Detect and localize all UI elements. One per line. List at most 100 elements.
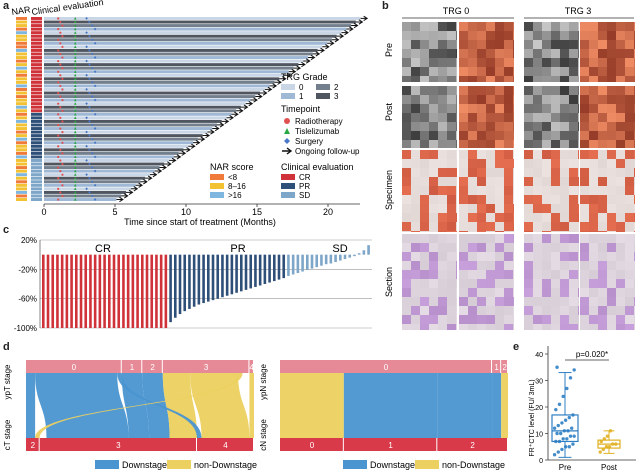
image-pixel	[438, 113, 447, 122]
sankey-top-node	[492, 360, 501, 373]
image-pixel	[616, 67, 625, 76]
image-pixel	[495, 131, 504, 140]
radiotherapy-marker	[59, 116, 62, 119]
follow-up-arrow	[336, 33, 345, 39]
image-pixel	[456, 195, 457, 204]
image-pixel	[513, 252, 514, 261]
downstage-label-right: Downstage	[370, 460, 415, 470]
clinical-cell	[31, 151, 42, 155]
image-pixel	[551, 31, 560, 40]
image-pixel	[580, 213, 589, 222]
radiotherapy-marker	[59, 95, 62, 98]
image-pixel	[616, 177, 625, 186]
image-pixel	[533, 288, 542, 297]
box-point	[572, 434, 576, 438]
nar-cell	[16, 119, 27, 123]
image-pixel	[411, 279, 420, 288]
image-pixel	[468, 31, 477, 40]
sankey-t-stage: 0 1 2 3 42 3 4	[26, 360, 254, 451]
tislelizumab-marker	[73, 144, 77, 148]
image-pixel	[533, 140, 542, 148]
image-pixel	[589, 231, 598, 232]
image-pixel	[607, 168, 616, 177]
non-downstage-label-right: non-Downstage	[442, 460, 505, 470]
image-pixel	[616, 252, 625, 261]
timepoint-legend-title: Timepoint	[281, 104, 321, 114]
clinical-cell	[31, 127, 42, 130]
image-pixel	[402, 76, 411, 82]
non-downstage-swatch-left	[167, 460, 191, 469]
tislelizumab-marker	[73, 141, 77, 144]
image-pixel	[486, 186, 495, 195]
image-pixel	[533, 324, 542, 330]
image-pixel	[420, 195, 429, 204]
image-pixel	[551, 213, 560, 222]
image-pixel	[578, 213, 579, 222]
image-pixel	[634, 31, 635, 40]
image-pixel	[477, 306, 486, 315]
surgery-marker	[88, 148, 91, 152]
image-pixel	[456, 261, 457, 270]
box-point	[568, 376, 573, 380]
swim-bar	[44, 84, 270, 88]
nar-cell	[16, 190, 27, 194]
image-pixel	[533, 315, 542, 324]
image-pixel	[598, 222, 607, 231]
image-pixel	[560, 279, 569, 288]
radiotherapy-marker	[57, 155, 60, 159]
image-pixel	[542, 76, 551, 82]
waterfall-bar	[122, 254, 125, 328]
image-pixel	[459, 297, 468, 306]
follow-up-arrow	[317, 47, 325, 53]
image-pixel	[411, 113, 420, 122]
waterfall-bar	[254, 254, 257, 287]
image-pixel	[447, 159, 456, 168]
image-pixel	[580, 288, 589, 297]
surgery-marker	[90, 66, 94, 70]
clinical-cell	[31, 112, 42, 116]
image-pixel	[420, 297, 429, 306]
box-y-label: FR⁺CTC level (FU/ 3mL)	[528, 379, 536, 456]
sankey-bottom-node-label: 2	[470, 441, 475, 450]
radiotherapy-marker	[59, 127, 62, 130]
image-pixel	[542, 104, 551, 113]
sankey-top-node-label: 0	[384, 363, 389, 372]
swimmer-plot: NAR Clinical evaluation 0 5 10 15 20 Time si…	[11, 0, 369, 227]
image-pixel	[625, 252, 634, 261]
image-pixel	[468, 67, 477, 76]
waterfall-bar	[169, 254, 172, 323]
image-pixel	[533, 231, 542, 232]
clinical-cell	[31, 194, 42, 198]
image-pixel	[578, 40, 579, 49]
image-pixel	[551, 288, 560, 297]
image-pixel	[560, 204, 569, 213]
sd-label: SD	[299, 191, 310, 200]
follow-up-arrow	[183, 147, 191, 153]
image-pixel	[447, 306, 456, 315]
tislelizumab-marker	[73, 123, 77, 127]
tislelizumab-marker	[73, 105, 77, 109]
image-pixel	[625, 204, 634, 213]
image-pixel	[598, 86, 607, 95]
swim-bar	[44, 137, 198, 141]
trg2-swatch	[316, 84, 330, 90]
image-pixel	[598, 243, 607, 252]
clinical-cell	[31, 166, 42, 170]
tislelizumab-marker	[73, 102, 77, 105]
image-pixel	[524, 261, 533, 270]
clinical-cell	[31, 52, 42, 56]
image-pixel	[625, 22, 634, 31]
image-pixel	[438, 213, 447, 222]
box-point	[559, 431, 563, 436]
image-pixel	[625, 31, 634, 40]
image-pixel	[495, 40, 504, 49]
image-pixel	[589, 270, 598, 279]
image-pixel	[438, 222, 447, 231]
image-pixel	[459, 195, 468, 204]
image-pixel	[578, 22, 579, 31]
waterfall-bar	[103, 254, 106, 328]
image-pixel	[447, 186, 456, 195]
image-pixel	[589, 243, 598, 252]
image-pixel	[459, 270, 468, 279]
swim-bar	[44, 95, 256, 99]
